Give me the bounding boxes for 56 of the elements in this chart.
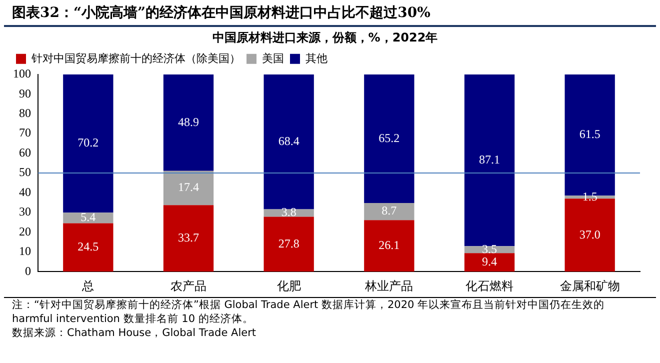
text: 注：“针对中国贸易摩擦前十的经济体”根据 Global Trade Alert 数据库计算，2020 年以来宣布且当前针对中国仍在生效的 harmful intervention 数量排名前 10 的经济体。 [12, 298, 606, 326]
data-label: 24.5 [78, 240, 99, 254]
x-tick-label: 化肥 [276, 278, 301, 293]
y-tick-label: 90 [19, 86, 31, 100]
chart-title: 图表32：“小院高墙”的经济体在中国原材料进口中占比不超过30% [4, 0, 656, 27]
x-tick-label: 总 [81, 278, 94, 293]
source-note: 数据来源：Chatham House，Global Trade Alert [12, 326, 258, 340]
data-label: 87.1 [479, 152, 500, 166]
data-label: 8.7 [382, 204, 397, 218]
data-label: 9.4 [482, 254, 497, 268]
x-tick-label: 金属和矿物 [560, 278, 620, 293]
data-label: 26.1 [378, 238, 400, 252]
bar [264, 74, 314, 210]
y-tick-label: 50 [19, 165, 31, 180]
y-tick-label: 70 [19, 126, 31, 140]
bar [464, 74, 515, 246]
data-label: 48.9 [178, 114, 199, 129]
bar [163, 205, 214, 272]
data-label: 68.4 [278, 134, 300, 148]
bar [163, 170, 214, 206]
legend-label: 其他 [306, 52, 328, 65]
y-tick-label: 20 [19, 224, 31, 238]
y-tick-label: 60 [19, 145, 31, 160]
bar [63, 223, 114, 272]
x-tick-label: 农产品 [170, 278, 206, 293]
data-label: 5.4 [80, 210, 96, 224]
data-label: 3.5 [482, 242, 497, 256]
chart-subtitle: 中国原材料进口来源，份额，%，2022年 [212, 30, 438, 44]
data-label: 27.8 [278, 236, 300, 250]
bar [63, 74, 114, 213]
y-tick-label: 30 [19, 204, 31, 219]
legend-label: 针对中国贸易摩擦前十的经济体（除美国） [30, 52, 240, 65]
y-tick-label: 80 [19, 106, 31, 120]
bar [464, 246, 515, 254]
bar [264, 216, 314, 272]
y-tick-label: 40 [19, 184, 31, 199]
y-tick-label: 0 [25, 264, 31, 278]
data-label: 33.7 [178, 230, 199, 245]
bar [63, 212, 114, 224]
data-label: 65.2 [378, 130, 400, 145]
legend-label: 美国 [262, 52, 284, 65]
data-label: 17.4 [178, 180, 199, 194]
bar [464, 253, 515, 272]
x-tick-label: 化石燃料 [466, 278, 514, 293]
x-tick-label: 林业产品 [364, 278, 414, 293]
data-label: 3.8 [281, 205, 296, 220]
bar [364, 74, 414, 203]
data-label: 61.5 [579, 127, 600, 142]
y-tick-label: 100 [13, 66, 31, 81]
data-label: 37.0 [579, 227, 600, 242]
y-tick-label: 10 [19, 244, 31, 258]
data-label: 1.5 [582, 189, 598, 204]
bar [364, 202, 414, 220]
bar [364, 220, 414, 272]
bar [163, 74, 214, 171]
data-label: 70.2 [78, 136, 99, 150]
